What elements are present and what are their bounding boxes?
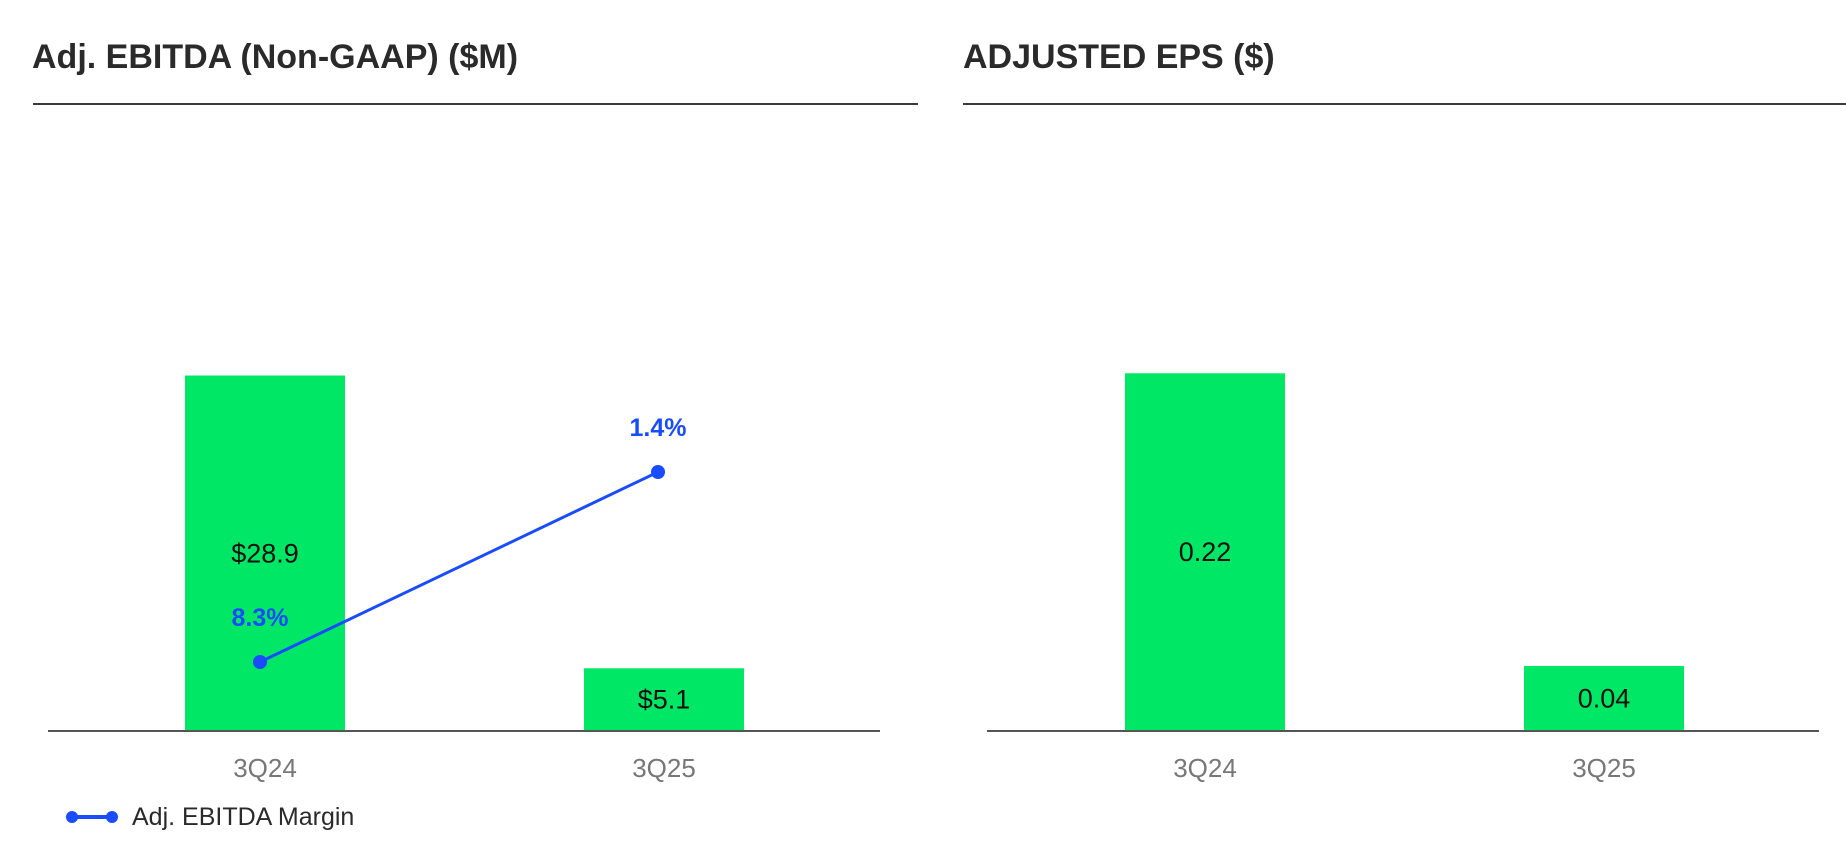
- eps-chart-title: ADJUSTED EPS ($): [963, 38, 1275, 76]
- legend-label-margin: Adj. EBITDA Margin: [132, 802, 355, 831]
- eps-title-divider: [963, 103, 1846, 105]
- ebitda-legend: Adj. EBITDA Margin: [64, 800, 354, 834]
- ebitda-bar-3q24: [185, 375, 345, 731]
- ebitda-title-divider: [33, 103, 918, 105]
- margin-line-legend-icon: [66, 811, 118, 823]
- eps-bar-label: 0.04: [1578, 683, 1631, 713]
- eps-bar-3q24: [1125, 373, 1285, 731]
- ebitda-bar-chart: $28.9 $5.1 3Q24 3Q25 8.3% 1.4%: [48, 375, 880, 783]
- eps-x-tick-label: 3Q25: [1572, 753, 1636, 783]
- ebitda-panel: Adj. EBITDA (Non-GAAP) ($M) $28.9 $5.1 3Q2…: [32, 38, 918, 834]
- margin-point-label: 8.3%: [232, 604, 289, 632]
- ebitda-x-tick-label: 3Q24: [233, 753, 297, 783]
- ebitda-chart-title: Adj. EBITDA (Non-GAAP) ($M): [32, 38, 519, 76]
- eps-bar-3q25: [1524, 665, 1684, 731]
- margin-point: [651, 465, 665, 479]
- eps-panel: ADJUSTED EPS ($) 0.22 0.04 3Q24 3Q25: [930, 0, 1846, 864]
- eps-bar-label: 0.22: [1179, 537, 1232, 567]
- ebitda-bar-label: $28.9: [231, 538, 299, 568]
- margin-line: [259, 470, 659, 664]
- eps-x-tick-label: 3Q24: [1173, 753, 1237, 783]
- ebitda-x-tick-label: 3Q25: [632, 753, 696, 783]
- margin-point: [253, 655, 267, 669]
- margin-point-label: 1.4%: [630, 414, 687, 442]
- ebitda-bar-label: $5.1: [638, 685, 691, 715]
- ebitda-bar-3q25: [584, 668, 744, 731]
- eps-bar-chart: 0.22 0.04 3Q24 3Q25: [987, 373, 1819, 783]
